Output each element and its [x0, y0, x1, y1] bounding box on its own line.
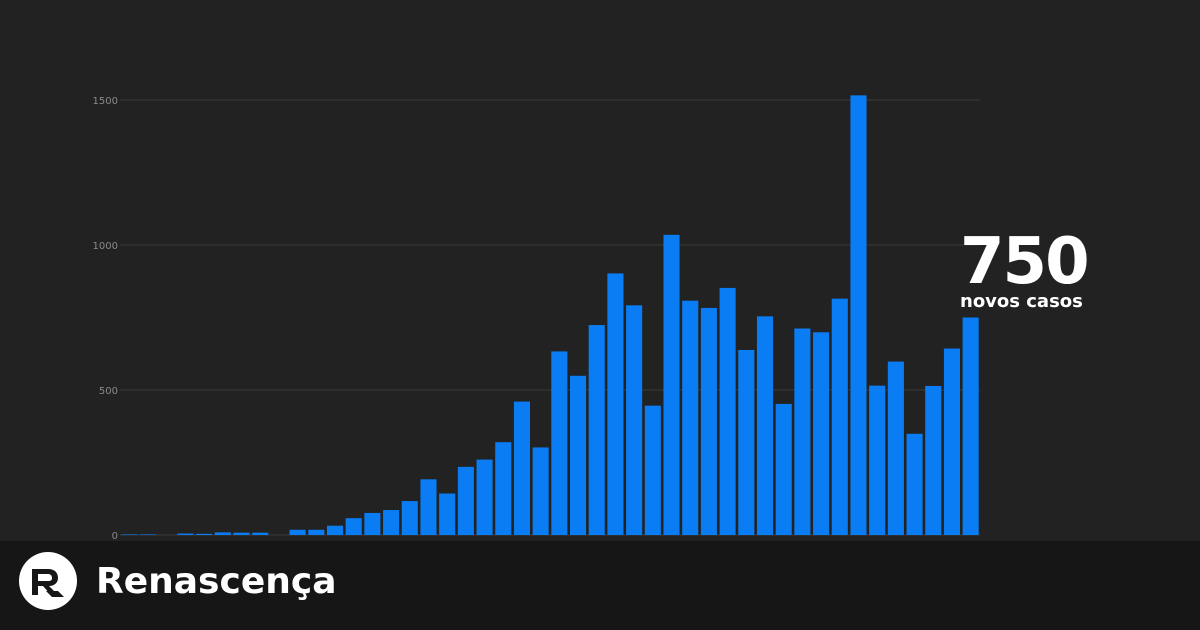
bar-28/03 — [607, 273, 624, 535]
bar-9/04 — [831, 298, 848, 535]
bar-1/04 — [682, 300, 699, 535]
bar-11/03 — [289, 529, 306, 535]
y-axis-ticks: 0 500 1000 1500 — [93, 96, 118, 541]
bar-7/04 — [794, 328, 811, 535]
bar-3/04 — [719, 287, 736, 535]
bar-10/04 — [850, 95, 867, 536]
bar-6/03 — [196, 533, 213, 535]
bars — [121, 95, 979, 536]
bar-31/03 — [663, 234, 680, 535]
bar-16/03 — [383, 510, 400, 535]
bar-8/03 — [233, 532, 250, 535]
latest-value: 750 — [960, 225, 1090, 299]
bar-25/03 — [551, 351, 568, 535]
y-tick-label: 1500 — [93, 96, 118, 107]
bar-3/03 — [140, 534, 157, 535]
bar-2/03 — [121, 534, 138, 535]
bar-18/03 — [420, 479, 437, 535]
bar-21/03 — [476, 459, 493, 535]
bar-29/03 — [626, 305, 643, 535]
bar-23/03 — [513, 401, 530, 535]
bar-2/04 — [700, 307, 717, 535]
bar-8/04 — [813, 332, 830, 535]
latest-value-callout: 750 novos casos — [960, 225, 1090, 312]
bar-15/04 — [943, 348, 960, 535]
bar-7/03 — [214, 532, 231, 535]
bar-22/03 — [495, 442, 512, 535]
y-tick-label: 0 — [112, 531, 118, 541]
latest-value-label: novos casos — [960, 291, 1083, 312]
bar-30/03 — [644, 405, 661, 535]
brand-logo[interactable]: Renascença — [18, 551, 337, 611]
bar-5/03 — [177, 533, 194, 535]
brand-name: Renascença — [96, 560, 337, 602]
bar-20/03 — [457, 466, 474, 535]
renascenca-logo-icon — [19, 552, 77, 610]
bar-24/03 — [532, 447, 549, 535]
bar-26/03 — [570, 375, 587, 535]
bar-5/04 — [756, 316, 774, 535]
bar-16/04 — [962, 317, 979, 535]
bar-14/04 — [925, 385, 942, 535]
bar-14/03 — [345, 518, 362, 535]
bar-17/03 — [401, 501, 418, 535]
y-tick-label: 1000 — [93, 241, 118, 252]
bar-13/03 — [326, 525, 344, 535]
bar-9/03 — [252, 532, 269, 535]
bar-13/04 — [906, 433, 923, 535]
bar-11/04 — [869, 385, 886, 535]
y-tick-label: 500 — [99, 386, 118, 397]
footer-bar: Renascença — [0, 541, 1200, 630]
bar-15/03 — [364, 512, 381, 535]
bar-19/03 — [439, 493, 456, 535]
bar-12/03 — [308, 529, 325, 535]
bar-6/04 — [775, 403, 792, 535]
bar-4/04 — [738, 349, 755, 535]
bar-27/03 — [588, 325, 605, 535]
bar-12/04 — [887, 361, 904, 535]
